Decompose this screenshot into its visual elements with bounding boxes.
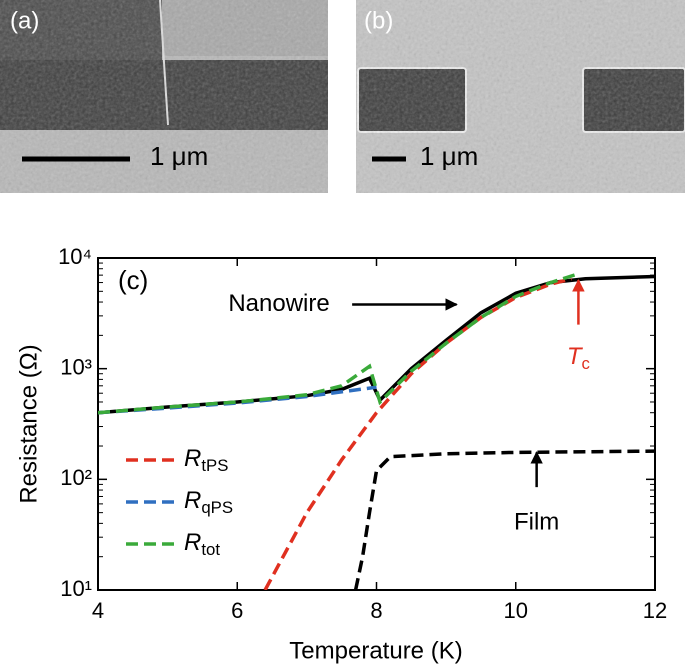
x-axis-label: Temperature (K) [289, 637, 462, 664]
panel-label: (a) [10, 7, 39, 34]
x-tick-label: 6 [231, 598, 243, 623]
panel-label: (b) [364, 7, 393, 34]
y-axis-label: Resistance (Ω) [15, 344, 42, 503]
legend-label: Rtot [184, 529, 220, 559]
series-line [98, 272, 579, 415]
scale-label: 1 μm [150, 141, 208, 171]
panel-label: (c) [118, 265, 148, 295]
x-tick-label: 10 [504, 598, 528, 623]
annotation: Film [514, 509, 559, 536]
chart: (c) Temperature (K) Resistance (Ω) 4 6 8 10… [15, 244, 667, 665]
y-tick-label: 10³ [60, 354, 92, 379]
x-tick-label: 12 [643, 598, 667, 623]
legend-label: RtPS [184, 445, 228, 475]
series-line [353, 449, 655, 590]
x-tick-label: 4 [92, 598, 104, 623]
y-tick-label: 10¹ [60, 576, 92, 601]
annotation: Nanowire [228, 290, 329, 317]
y-tick-label: 10² [60, 465, 92, 490]
x-tick-label: 8 [370, 598, 382, 623]
legend-label: RqPS [184, 487, 233, 517]
annotation: Tc [567, 343, 590, 373]
sem-image-b: (b) 1 μm [356, 0, 685, 193]
sem-image-a: (a) 1 μm [0, 0, 328, 193]
y-tick-label: 10⁴ [58, 244, 92, 269]
scale-label: 1 μm [420, 141, 478, 171]
series-line [263, 277, 572, 590]
plot-frame [97, 257, 656, 591]
